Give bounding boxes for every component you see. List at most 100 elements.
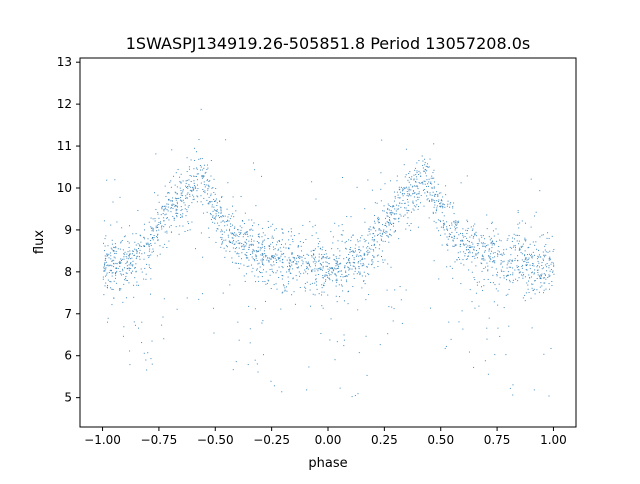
data-point [353, 257, 355, 259]
data-point [171, 149, 173, 151]
data-point [149, 293, 151, 295]
data-point [350, 236, 352, 238]
data-point [148, 264, 150, 266]
data-point [495, 268, 497, 270]
data-point [467, 245, 469, 247]
data-point [501, 254, 503, 256]
data-point [433, 187, 435, 189]
data-point [322, 246, 324, 248]
data-point [352, 286, 354, 288]
data-point [425, 175, 427, 177]
data-point [354, 395, 356, 397]
data-point [508, 325, 510, 327]
data-point [530, 226, 532, 228]
data-point [378, 229, 380, 231]
data-point [397, 197, 399, 199]
data-point [463, 244, 465, 246]
data-point [246, 265, 248, 267]
data-point [328, 263, 330, 265]
data-point [386, 289, 388, 291]
data-point [398, 186, 400, 188]
data-point [176, 212, 178, 214]
data-point [335, 295, 337, 297]
data-point [284, 289, 286, 291]
data-point [497, 271, 499, 273]
data-point [474, 232, 476, 234]
data-point [133, 296, 135, 298]
data-point [421, 181, 423, 183]
data-point [487, 373, 489, 375]
data-point [179, 181, 181, 183]
data-point [379, 232, 381, 234]
data-point [520, 252, 522, 254]
data-point [373, 256, 375, 258]
data-point [245, 239, 247, 241]
data-point [338, 263, 340, 265]
data-point [506, 239, 508, 241]
data-point [500, 262, 502, 264]
data-point [374, 222, 376, 224]
data-point [279, 240, 281, 242]
data-point [524, 239, 526, 241]
data-point [271, 265, 273, 267]
data-point [126, 272, 128, 274]
data-point [310, 270, 312, 272]
data-point [477, 252, 479, 254]
data-point [104, 262, 106, 264]
data-point [114, 179, 116, 181]
data-point [149, 240, 151, 242]
data-point [220, 236, 222, 238]
data-point [427, 198, 429, 200]
data-point [218, 225, 220, 227]
data-point [408, 225, 410, 227]
data-point [362, 258, 364, 260]
data-point [542, 251, 544, 253]
data-point [467, 240, 469, 242]
data-point [484, 266, 486, 268]
data-point [248, 240, 250, 242]
data-point [315, 281, 317, 283]
data-point [522, 245, 524, 247]
data-point [506, 279, 508, 281]
data-point [322, 307, 324, 309]
data-point [453, 246, 455, 248]
data-point [355, 250, 357, 252]
data-point [266, 259, 268, 261]
data-point [200, 169, 202, 171]
data-point [381, 139, 383, 141]
data-point [170, 207, 172, 209]
data-point [288, 281, 290, 283]
data-point [242, 249, 244, 251]
data-point [262, 269, 264, 271]
data-point [128, 258, 130, 260]
data-point [330, 274, 332, 276]
data-point [311, 271, 313, 273]
data-point [462, 243, 464, 245]
data-point [293, 291, 295, 293]
data-point [533, 273, 535, 275]
data-point [163, 210, 165, 212]
data-point [487, 278, 489, 280]
data-point [437, 195, 439, 197]
data-point [422, 189, 424, 191]
data-point [355, 268, 357, 270]
data-point [192, 189, 194, 191]
data-point [253, 222, 255, 224]
data-point [301, 259, 303, 261]
data-point [154, 218, 156, 220]
data-point [464, 236, 466, 238]
data-point [517, 234, 519, 236]
data-point [428, 178, 430, 180]
data-point [272, 242, 274, 244]
data-point [518, 240, 520, 242]
data-point [490, 282, 492, 284]
data-point [326, 274, 328, 276]
data-point [259, 272, 261, 274]
data-point [186, 171, 188, 173]
data-point [236, 252, 238, 254]
data-point [205, 171, 207, 173]
data-point [387, 215, 389, 217]
data-point [261, 244, 263, 246]
data-point [348, 269, 350, 271]
data-point [331, 271, 333, 273]
